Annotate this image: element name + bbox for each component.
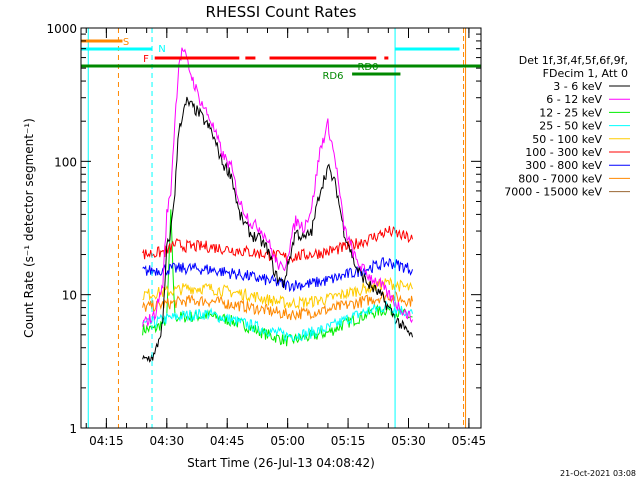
state-label-n: N xyxy=(158,44,165,55)
state-label-s: S xyxy=(123,37,129,48)
state-label-f: F xyxy=(143,54,149,65)
series-line-50-100-kev xyxy=(142,276,413,311)
legend-label: 25 - 50 keV xyxy=(539,120,602,133)
legend-label: 800 - 7000 keV xyxy=(518,172,602,185)
legend-header-1: Det 1f,3f,4f,5f,6f,9f, xyxy=(519,54,628,67)
x-tick-label: 04:30 xyxy=(150,434,185,448)
state-label-rd0: RD0 xyxy=(357,62,378,73)
legend-label: 50 - 100 keV xyxy=(532,133,602,146)
legend-label: 12 - 25 keV xyxy=(539,106,602,119)
x-tick-label: 04:45 xyxy=(210,434,245,448)
y-tick-label: 1000 xyxy=(46,22,77,36)
x-tick-label: 04:15 xyxy=(89,434,124,448)
x-axis-label: Start Time (26-Jul-13 04:08:42) xyxy=(187,456,375,470)
x-tick-label: 05:30 xyxy=(391,434,426,448)
legend-label: 100 - 300 keV xyxy=(525,146,602,159)
y-tick-label: 10 xyxy=(62,289,77,303)
series-line-100-300-kev xyxy=(142,225,413,264)
footer-date: 21-Oct-2021 03:08 xyxy=(560,469,636,478)
series-line-800-7000-kev xyxy=(142,290,413,321)
plot-frame xyxy=(80,27,482,429)
legend-label: 6 - 12 keV xyxy=(546,93,602,106)
legend-header-2: FDecim 1, Att 0 xyxy=(543,67,628,80)
chart-title: RHESSI Count Rates xyxy=(206,3,357,21)
state-label-rd6: RD6 xyxy=(322,71,343,82)
y-tick-label: 100 xyxy=(54,155,77,169)
x-tick-label: 05:15 xyxy=(331,434,366,448)
y-tick-label: 1 xyxy=(69,422,77,436)
series-line-3-6-kev xyxy=(142,96,413,363)
y-axis-label: Count Rate (s⁻¹ detector segment⁻¹) xyxy=(22,118,36,338)
series-line-25-50-kev xyxy=(142,300,413,342)
x-tick-label: 05:00 xyxy=(270,434,305,448)
x-tick-label: 05:45 xyxy=(452,434,487,448)
legend-label: 7000 - 15000 keV xyxy=(504,186,602,199)
legend-label: 3 - 6 keV xyxy=(553,80,602,93)
legend-label: 300 - 800 keV xyxy=(525,159,602,172)
series-line-6-12-kev xyxy=(142,47,413,328)
